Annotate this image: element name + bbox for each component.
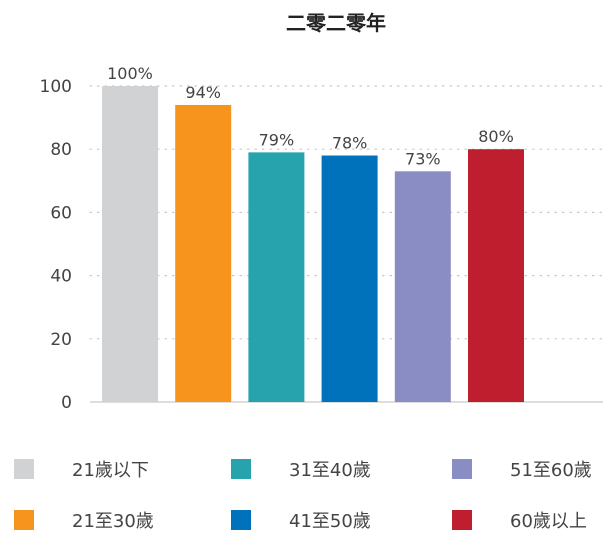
legend-label: 51至60歲 bbox=[510, 460, 592, 481]
bar bbox=[321, 155, 378, 402]
bar bbox=[175, 104, 232, 403]
legend-label: 60歲以上 bbox=[510, 511, 587, 532]
legend-item: 41至50歲 bbox=[231, 508, 371, 532]
y-tick-label: 40 bbox=[50, 267, 72, 287]
y-tick-label: 80 bbox=[50, 140, 72, 160]
legend-swatch bbox=[231, 510, 251, 530]
chart-title: 二零二零年 bbox=[286, 11, 386, 35]
data-label: 80% bbox=[478, 127, 514, 146]
bar bbox=[394, 171, 451, 402]
legend-item: 21歲以下 bbox=[14, 457, 149, 481]
bar bbox=[248, 152, 305, 402]
y-axis: 0 20 40 60 80 100 bbox=[40, 77, 72, 413]
legend-item: 31至40歲 bbox=[231, 457, 371, 481]
legend-swatch bbox=[14, 510, 34, 530]
legend-label: 31至40歲 bbox=[289, 460, 371, 481]
legend-label: 21歲以下 bbox=[72, 460, 149, 481]
data-label: 78% bbox=[332, 134, 368, 153]
legend-item: 60歲以上 bbox=[452, 508, 587, 532]
legend-swatch bbox=[231, 459, 251, 479]
data-label: 94% bbox=[185, 83, 221, 102]
data-labels: 100% 94% 79% 78% 73% 80% bbox=[107, 64, 514, 168]
legend-item: 21至30歲 bbox=[14, 508, 154, 532]
data-label: 100% bbox=[107, 64, 153, 83]
legend-label: 21至30歲 bbox=[72, 511, 154, 532]
data-label: 73% bbox=[405, 149, 441, 168]
legend-item: 51至60歲 bbox=[452, 457, 592, 481]
y-tick-label: 60 bbox=[50, 203, 72, 223]
legend-swatch bbox=[452, 459, 472, 479]
legend-swatch bbox=[452, 510, 472, 530]
y-tick-label: 20 bbox=[50, 330, 72, 350]
bar-chart: 二零二零年 0 20 40 60 80 100 100% 94% 79% 78% 73% 80% bbox=[40, 11, 603, 413]
bar bbox=[102, 86, 158, 402]
data-label: 79% bbox=[259, 130, 295, 149]
bars bbox=[102, 86, 524, 403]
legend-label: 41至50歲 bbox=[289, 511, 371, 532]
y-tick-label: 100 bbox=[40, 77, 72, 97]
legend-swatch bbox=[14, 459, 34, 479]
bar bbox=[468, 149, 524, 402]
y-tick-label: 0 bbox=[61, 393, 72, 413]
